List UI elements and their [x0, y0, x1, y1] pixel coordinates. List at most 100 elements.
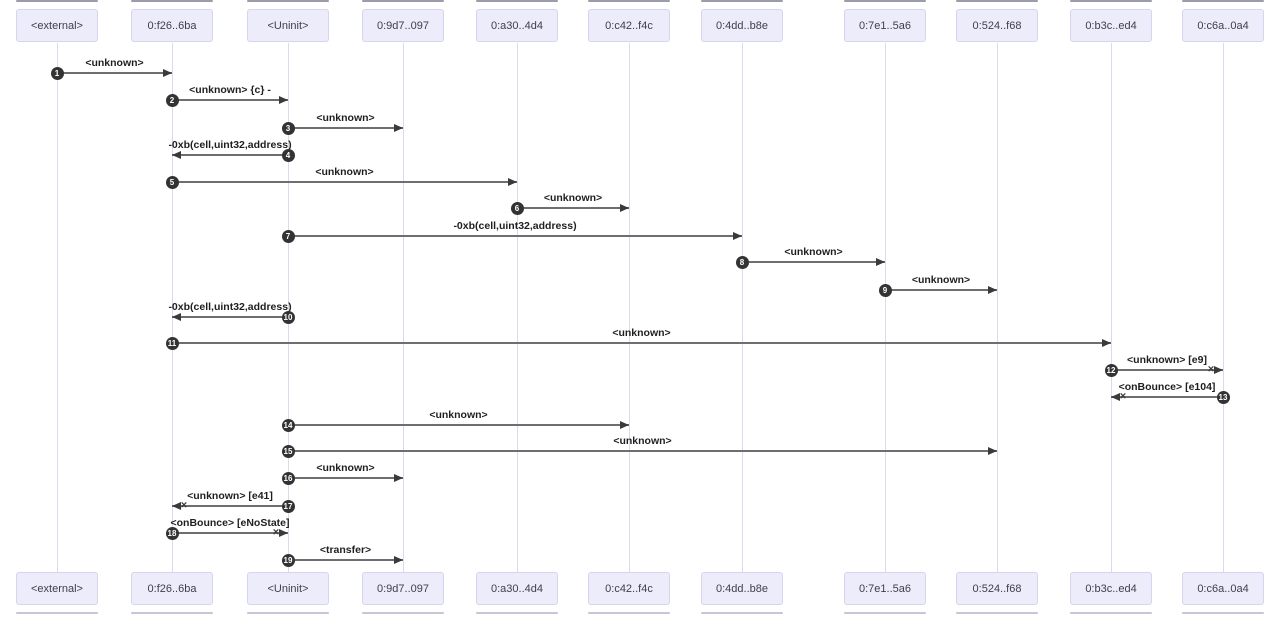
- message-line[interactable]: [172, 342, 1111, 344]
- message-line[interactable]: [172, 154, 288, 156]
- participant-box-top[interactable]: 0:c42..f4c: [588, 9, 670, 42]
- message-line[interactable]: [288, 477, 403, 479]
- message-number-badge[interactable]: 3: [281, 121, 295, 135]
- participant-bottom-edge: [844, 612, 926, 614]
- lifeline: [403, 43, 404, 572]
- message-line[interactable]: [172, 505, 288, 507]
- participant-box-bottom[interactable]: 0:9d7..097: [362, 572, 444, 605]
- participant-box-bottom[interactable]: 0:c42..f4c: [588, 572, 670, 605]
- participant-box-bottom[interactable]: <Uninit>: [247, 572, 329, 605]
- message-label[interactable]: <unknown> [e9]: [1127, 354, 1207, 366]
- participant-box-top[interactable]: 0:4dd..b8e: [701, 9, 783, 42]
- lifeline: [742, 43, 743, 572]
- message-line[interactable]: [742, 261, 885, 263]
- message-number-badge[interactable]: 9: [878, 283, 892, 297]
- message-line[interactable]: [517, 207, 629, 209]
- message-line[interactable]: [288, 235, 742, 237]
- message-label[interactable]: <unknown>: [784, 246, 843, 258]
- message-number-badge[interactable]: 7: [281, 229, 295, 243]
- message-label[interactable]: <unknown>: [543, 192, 603, 204]
- participant-box-top[interactable]: 0:b3c..ed4: [1070, 9, 1152, 42]
- message-number-badge[interactable]: 2: [165, 93, 179, 107]
- message-label[interactable]: <unknown>: [316, 112, 375, 124]
- participant-box-top[interactable]: 0:9d7..097: [362, 9, 444, 42]
- arrowhead-icon: [620, 203, 629, 212]
- message-number-badge[interactable]: 19: [281, 553, 295, 567]
- message-number-badge[interactable]: 8: [735, 255, 749, 269]
- arrowhead-icon: [988, 285, 997, 294]
- message-line[interactable]: [288, 127, 403, 129]
- participant-top-edge: [362, 0, 444, 2]
- message-line[interactable]: [1111, 396, 1223, 398]
- participant-box-top[interactable]: <external>: [16, 9, 98, 42]
- participant-box-bottom[interactable]: 0:b3c..ed4: [1070, 572, 1152, 605]
- participant-box-top[interactable]: 0:524..f68: [956, 9, 1038, 42]
- participant-box-top[interactable]: 0:7e1..5a6: [844, 9, 926, 42]
- message-number-badge[interactable]: 5: [165, 175, 179, 189]
- bounce-x-icon: ×: [272, 526, 280, 539]
- participant-top-edge: [956, 0, 1038, 2]
- participant-bottom-edge: [701, 612, 783, 614]
- message-number-badge[interactable]: 15: [281, 444, 295, 458]
- participant-box-bottom[interactable]: 0:c6a..0a4: [1182, 572, 1264, 605]
- message-label[interactable]: <unknown> {c} -: [189, 84, 271, 96]
- participant-top-edge: [1070, 0, 1152, 2]
- message-label[interactable]: <unknown>: [613, 435, 672, 447]
- message-label[interactable]: -0xb(cell,uint32,address): [168, 301, 292, 313]
- participant-box-bottom[interactable]: 0:f26..6ba: [131, 572, 213, 605]
- message-label[interactable]: -0xb(cell,uint32,address): [168, 139, 292, 151]
- message-number-badge[interactable]: 16: [281, 471, 295, 485]
- participant-box-bottom[interactable]: 0:524..f68: [956, 572, 1038, 605]
- bounce-x-icon: ×: [180, 499, 188, 512]
- participant-box-top[interactable]: <Uninit>: [247, 9, 329, 42]
- message-label[interactable]: <unknown>: [911, 274, 971, 286]
- participant-box-top[interactable]: 0:f26..6ba: [131, 9, 213, 42]
- participant-box-top[interactable]: 0:a30..4d4: [476, 9, 558, 42]
- message-line[interactable]: [288, 559, 403, 561]
- participant-bottom-edge: [956, 612, 1038, 614]
- participant-top-edge: [476, 0, 558, 2]
- participant-box-bottom[interactable]: 0:4dd..b8e: [701, 572, 783, 605]
- message-line[interactable]: [172, 99, 288, 101]
- message-line[interactable]: [885, 289, 997, 291]
- message-number-badge[interactable]: 10: [281, 310, 295, 324]
- message-line[interactable]: [172, 532, 288, 534]
- arrowhead-icon: [1102, 338, 1111, 347]
- message-line[interactable]: [172, 181, 517, 183]
- message-number-badge[interactable]: 1: [50, 66, 64, 80]
- message-label[interactable]: <onBounce> [eNoState]: [170, 517, 290, 529]
- message-label[interactable]: <unknown>: [315, 166, 374, 178]
- participant-bottom-edge: [1182, 612, 1264, 614]
- message-label[interactable]: <unknown>: [429, 409, 488, 421]
- message-number-badge[interactable]: 13: [1216, 390, 1230, 404]
- message-number-badge[interactable]: 6: [510, 201, 524, 215]
- message-label[interactable]: <unknown>: [612, 327, 671, 339]
- participant-box-top[interactable]: 0:c6a..0a4: [1182, 9, 1264, 42]
- message-line[interactable]: [57, 72, 172, 74]
- message-number-badge[interactable]: 12: [1104, 363, 1118, 377]
- participant-box-bottom[interactable]: 0:7e1..5a6: [844, 572, 926, 605]
- message-label[interactable]: -0xb(cell,uint32,address): [453, 220, 577, 232]
- participant-box-bottom[interactable]: <external>: [16, 572, 98, 605]
- message-number-badge[interactable]: 14: [281, 418, 295, 432]
- participant-top-edge: [588, 0, 670, 2]
- arrowhead-icon: [394, 123, 403, 132]
- message-line[interactable]: [288, 424, 629, 426]
- message-number-badge[interactable]: 17: [281, 499, 295, 513]
- message-number-badge[interactable]: 4: [281, 148, 295, 162]
- arrowhead-icon: [163, 68, 172, 77]
- message-number-badge[interactable]: 18: [165, 526, 179, 540]
- participant-top-edge: [131, 0, 213, 2]
- message-number-badge[interactable]: 11: [165, 336, 179, 350]
- message-label[interactable]: <unknown>: [85, 57, 144, 69]
- participant-top-edge: [701, 0, 783, 2]
- message-line[interactable]: [172, 316, 288, 318]
- message-label[interactable]: <transfer>: [319, 544, 372, 556]
- message-line[interactable]: [1111, 369, 1223, 371]
- message-line[interactable]: [288, 450, 997, 452]
- message-label[interactable]: <unknown> [e41]: [187, 490, 273, 502]
- participant-box-bottom[interactable]: 0:a30..4d4: [476, 572, 558, 605]
- message-label[interactable]: <unknown>: [316, 462, 375, 474]
- message-label[interactable]: <onBounce> [e104]: [1118, 381, 1216, 393]
